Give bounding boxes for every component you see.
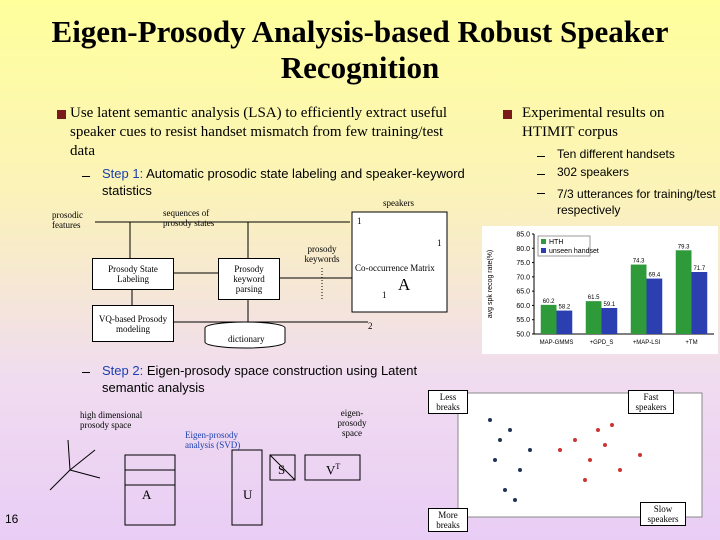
bullet-marker <box>57 110 66 119</box>
y-tick-label: 65.0 <box>516 289 530 296</box>
v: V <box>326 462 336 478</box>
annotation: More breaks <box>428 508 468 532</box>
x-tick-label: MAP-GMMS <box>540 340 574 346</box>
index: 1 <box>357 216 362 226</box>
bullet-text: Experimental results on HTIMIT corpus <box>522 105 665 140</box>
data-label: 59.1 <box>604 302 616 308</box>
data-label: 60.2 <box>543 299 555 305</box>
sub-bullet-marker <box>537 193 545 194</box>
sub-item: 7/3 utterances for training/test respect… <box>557 187 716 217</box>
process-box: VQ-based Prosody modeling <box>92 305 174 342</box>
bullet-text: Use latent semantic analysis (LSA) to ef… <box>70 105 448 159</box>
step2: Step 2: Eigen-prosody space construction… <box>102 362 472 396</box>
data-label: 71.7 <box>694 266 706 272</box>
bar <box>601 308 618 334</box>
x-tick-label: +MAP-LSI <box>633 340 661 346</box>
label: sequences of prosody states <box>163 208 215 228</box>
bar <box>630 264 647 334</box>
data-label: 79.3 <box>678 244 690 250</box>
legend-entry: unseen handset <box>549 248 599 255</box>
bullet-marker <box>503 110 512 119</box>
y-tick-label: 55.0 <box>516 317 530 324</box>
bar <box>646 278 663 334</box>
matrix-symbol: U <box>243 487 253 502</box>
bar <box>585 301 602 334</box>
index: 2 <box>368 321 373 331</box>
y-tick-label: 80.0 <box>516 246 530 253</box>
data-label: 58.2 <box>559 305 571 311</box>
annotation: Less breaks <box>428 390 468 414</box>
process-box: Prosody State Labeling <box>92 258 174 290</box>
step1: Step 1: Automatic prosodic state labelin… <box>102 165 472 199</box>
sub-bullet-marker <box>82 176 90 177</box>
matrix-symbol: S <box>278 462 286 477</box>
step-text: Automatic prosodic state labeling and sp… <box>102 166 465 198</box>
sub-bullet-marker <box>537 156 545 157</box>
label: prosody keywords <box>304 244 340 264</box>
y-tick-label: 70.0 <box>516 274 530 281</box>
label: eigen-prosody space <box>337 408 367 438</box>
label: prosodic features <box>52 210 83 230</box>
sub-item: 302 speakers <box>557 165 630 179</box>
step-text: Eigen-prosody space construction using L… <box>102 363 418 395</box>
bar <box>675 250 692 334</box>
y-axis-label: avg spk recog rate(%) <box>487 250 494 318</box>
label: Eigen-prosody analysis (SVD) <box>185 430 241 450</box>
sub-item: Ten different handsets <box>557 147 675 161</box>
annotation: Slow speakers <box>640 502 686 526</box>
y-tick-label: 85.0 <box>516 232 530 239</box>
annotation: Fast speakers <box>628 390 674 414</box>
label: dictionary <box>228 334 265 344</box>
step-label: Step 1: <box>102 166 144 181</box>
matrix-symbol: A <box>398 275 411 294</box>
x-tick-label: +GPD_S <box>590 340 614 346</box>
label: speakers <box>383 198 414 208</box>
slide-title: Eigen-Prosody Analysis-based Robust Spea… <box>51 14 669 85</box>
sub-bullet-marker <box>82 372 90 373</box>
legend-entry: HTH <box>549 239 563 246</box>
chart: avg spk recog rate(%) 50.0 55.0 60.0 65.0 70.… <box>482 226 718 354</box>
t: T <box>335 462 341 471</box>
index: 1 <box>382 290 387 300</box>
y-tick-label: 60.0 <box>516 303 530 310</box>
y-tick-label: 75.0 <box>516 260 530 267</box>
x-tick-label: +TM <box>685 340 697 346</box>
legend-swatch <box>541 239 546 244</box>
index: 1 <box>437 238 442 248</box>
label: high dimensional prosody space <box>80 410 143 430</box>
data-label: 69.4 <box>649 273 661 279</box>
matrix-symbol: A <box>142 487 152 502</box>
data-label: 74.3 <box>633 259 645 265</box>
step-label: Step 2: <box>102 363 144 378</box>
matrix-symbol: VT <box>326 462 340 478</box>
legend-box <box>537 235 591 257</box>
legend-swatch <box>541 248 546 253</box>
scatter-decoration <box>558 423 642 482</box>
bar <box>540 304 557 334</box>
y-tick-label: 50.0 <box>516 332 530 339</box>
process-box: Prosody keyword parsing <box>218 258 280 300</box>
sub-bullet-marker <box>537 174 545 175</box>
label: Co-occurrence Matrix <box>355 263 435 273</box>
data-label: 61.5 <box>588 295 600 301</box>
bar <box>691 272 708 334</box>
bar <box>556 310 573 334</box>
page-number: 16 <box>5 512 19 526</box>
